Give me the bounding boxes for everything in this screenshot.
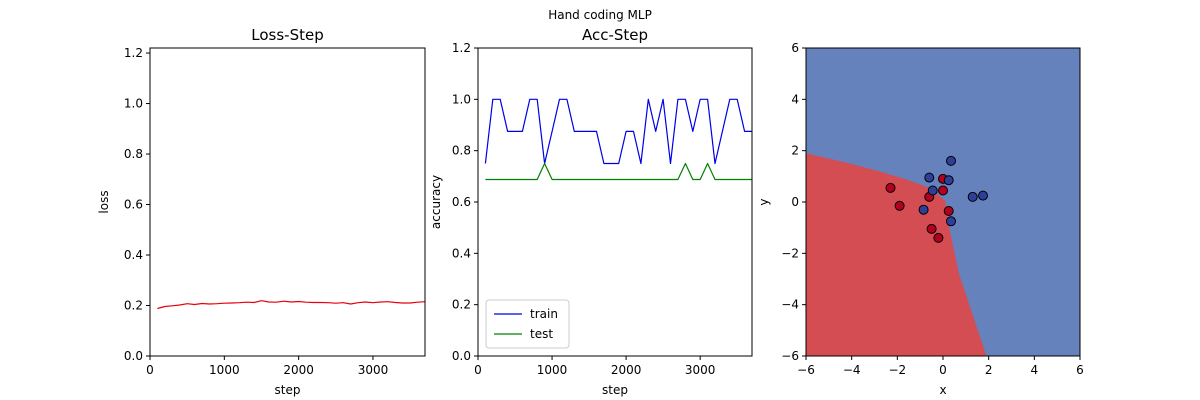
- legend-label-test: test: [530, 327, 553, 341]
- series-line-test: [485, 162, 752, 181]
- scatter-point-class-1: [924, 172, 935, 183]
- scatter-point-class-1: [978, 190, 988, 201]
- y-tick-label: 0.0: [452, 349, 471, 363]
- y-tick-label: 0.2: [124, 299, 143, 313]
- scatter-point-class-0: [885, 182, 896, 193]
- x-tick-label: 0: [474, 363, 482, 377]
- x-tick-label: −6: [797, 363, 815, 377]
- chart-title: Acc-Step: [582, 26, 648, 44]
- scatter-point-class-1: [943, 175, 954, 186]
- loss-step-chart: Loss-Step step loss 0 1000 2000 3000 0.0 0.2 0…: [97, 26, 426, 397]
- x-axis-label: x: [939, 383, 946, 397]
- y-tick-label: 0.8: [452, 144, 471, 158]
- y-tick-label: 0.6: [452, 195, 471, 209]
- x-axis-label: step: [275, 383, 301, 397]
- y-tick-label: 1.2: [452, 41, 471, 55]
- acc-step-chart: Acc-Step step accuracy 0 1000 2000 3000 0.0 0…: [429, 26, 753, 397]
- y-tick-label: 0.0: [124, 349, 143, 363]
- x-tick-label: 1000: [209, 363, 240, 377]
- x-tick-label: 4: [1031, 363, 1039, 377]
- y-tick-label: 6: [791, 41, 799, 55]
- y-tick-label: 1.2: [124, 46, 143, 60]
- y-tick-label: −6: [781, 349, 799, 363]
- y-tick-label: 1.0: [124, 97, 143, 111]
- legend-box: [485, 299, 570, 349]
- scatter-point-class-0: [894, 200, 905, 211]
- y-tick-label: −2: [781, 246, 799, 260]
- scatter-point-class-1: [918, 204, 929, 215]
- x-tick-label: 3000: [685, 363, 716, 377]
- x-tick-label: 2: [985, 363, 993, 377]
- series-line-loss: [157, 300, 426, 310]
- x-tick-label: 3000: [358, 363, 389, 377]
- y-tick-label: 0.4: [452, 246, 471, 260]
- region-class-0: [806, 153, 987, 356]
- y-axis-label: y: [757, 198, 771, 205]
- scatter-point-class-1: [967, 191, 978, 202]
- y-tick-label: 4: [791, 92, 799, 106]
- y-tick-label: 2: [791, 144, 799, 158]
- scatter-point-class-0: [943, 206, 954, 216]
- scatter-point-class-1: [927, 185, 938, 196]
- x-tick-label: 0: [146, 363, 154, 377]
- y-tick-label: 0.2: [452, 298, 471, 312]
- scatter-point-class-1: [946, 155, 956, 166]
- x-tick-label: −4: [843, 363, 861, 377]
- series-line-train: [484, 98, 752, 165]
- x-tick-label: 2000: [611, 363, 642, 377]
- chart-title: Loss-Step: [251, 26, 323, 44]
- y-tick-label: 0.4: [124, 248, 143, 262]
- x-tick-label: 2000: [283, 363, 314, 377]
- axes-frame: [149, 47, 426, 357]
- x-axis-label: step: [602, 383, 628, 397]
- figure-title: Hand coding MLP: [548, 8, 652, 22]
- y-tick-label: 0: [791, 195, 799, 209]
- x-tick-label: 0: [939, 363, 947, 377]
- scatter-point-class-1: [946, 216, 956, 227]
- y-tick-label: 1.0: [452, 92, 471, 106]
- scatter-point-class-0: [938, 185, 948, 196]
- scatter-point-class-0: [933, 232, 944, 243]
- x-tick-label: 6: [1076, 363, 1084, 377]
- scatter-point-class-0: [926, 223, 937, 234]
- legend-label-train: train: [530, 307, 558, 321]
- y-tick-label: −4: [781, 298, 799, 312]
- x-tick-label: 1000: [537, 363, 568, 377]
- y-tick-label: 0.6: [124, 198, 143, 212]
- y-axis-label: loss: [97, 190, 111, 213]
- y-tick-label: 0.8: [124, 147, 143, 161]
- y-axis-label: accuracy: [429, 175, 443, 229]
- decision-boundary-chart: x y −6 −4 −2 0 2 4 6 −6 −4 −2 0 2 4 6: [757, 41, 1084, 397]
- x-tick-label: −2: [888, 363, 906, 377]
